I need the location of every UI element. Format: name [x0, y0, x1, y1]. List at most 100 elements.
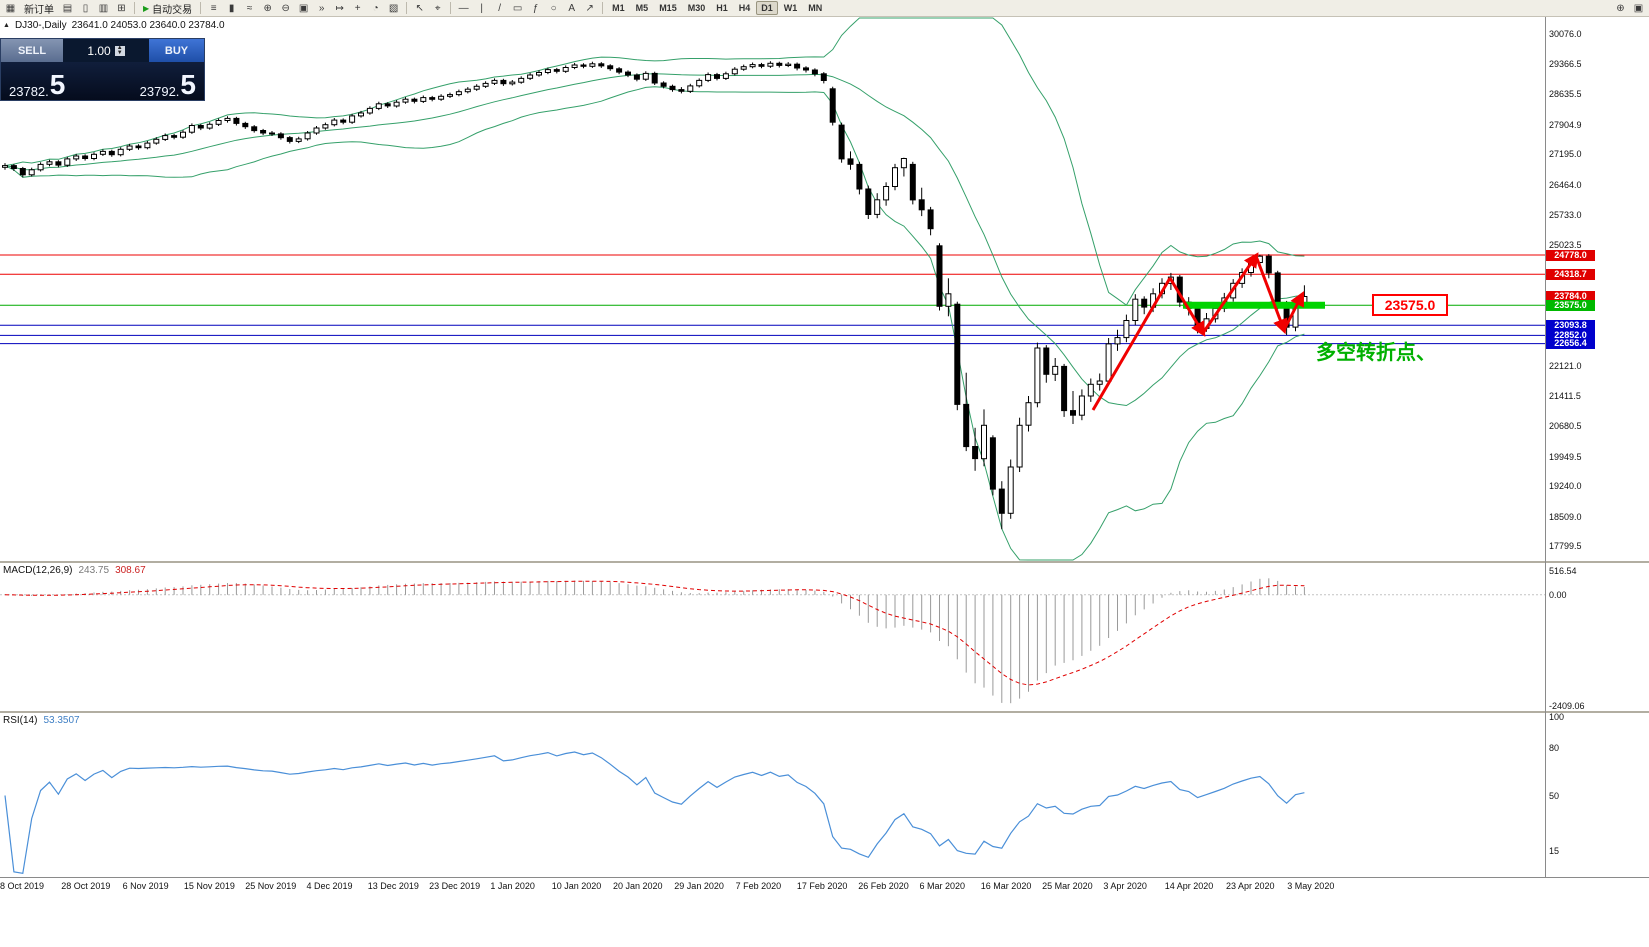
chart-shift-icon[interactable]: ↦ — [331, 1, 348, 16]
strategy-tester-icon[interactable]: ⊞ — [113, 1, 130, 16]
autotrading-label: 自动交易 — [152, 4, 193, 16]
rsi-scale-tick: 15 — [1549, 845, 1560, 856]
timeframe-m30[interactable]: M30 — [683, 1, 711, 15]
zoom-out-icon[interactable]: ⊖ — [277, 1, 294, 16]
text-icon[interactable]: A — [563, 1, 580, 16]
time-tick: 15 Nov 2019 — [183, 881, 235, 891]
time-tick: 3 May 2020 — [1287, 881, 1335, 891]
autotrading-button[interactable]: ▶ 自动交易 — [139, 1, 196, 16]
main-macd-splitter[interactable] — [0, 561, 1649, 563]
turning-point-note[interactable]: 多空转折点、 — [1316, 342, 1436, 364]
add-indicator-icon[interactable]: + — [349, 1, 366, 16]
timeframe-m5[interactable]: M5 — [631, 1, 654, 15]
template-icon[interactable]: ▧ — [385, 1, 402, 16]
one-click-trading-panel: SELL 1.00 ▲ ▼ BUY 23782. 5 23792. 5 — [0, 38, 205, 101]
price-axis[interactable]: 30076.0 29366.5 28635.5 27904.9 27195.0 26464… — [1545, 0, 1649, 947]
candlestick-chart-icon[interactable]: ▮ — [223, 1, 240, 16]
rsi-scale-tick: 50 — [1549, 790, 1560, 801]
equidistant-channel-icon[interactable]: ▭ — [509, 1, 526, 16]
time-tick: 4 Dec 2019 — [306, 881, 353, 891]
price-tag: 23575.0 — [1546, 299, 1595, 311]
price-tick: 30076.0 — [1549, 28, 1582, 39]
time-tick: 13 Dec 2019 — [367, 881, 419, 891]
rsi-indicator-label: RSI(14) 53.3507 — [3, 715, 80, 726]
macd-indicator-label: MACD(12,26,9) 243.75 308.67 — [3, 565, 146, 576]
macd-rsi-splitter[interactable] — [0, 711, 1649, 713]
price-annotation-box[interactable]: 23575.0 — [1372, 294, 1448, 316]
time-tick: 6 Mar 2020 — [919, 881, 966, 891]
time-tick: 8 Oct 2019 — [0, 881, 45, 891]
time-tick: 10 Jan 2020 — [551, 881, 602, 891]
trendline-icon[interactable]: / — [491, 1, 508, 16]
bar-chart-icon[interactable]: ≡ — [205, 1, 222, 16]
new-chart-icon[interactable]: ▦ — [2, 1, 19, 16]
crosshair-icon[interactable]: ⌖ — [429, 1, 446, 16]
price-tick: 20680.5 — [1549, 421, 1582, 432]
time-tick: 20 Jan 2020 — [613, 881, 663, 891]
rsi-scale-tick: 80 — [1549, 743, 1560, 754]
volume-up-icon[interactable]: ▲ — [114, 44, 125, 51]
terminal-icon[interactable]: ▥ — [95, 1, 112, 16]
time-tick: 3 Apr 2020 — [1103, 881, 1147, 891]
time-tick: 14 Apr 2020 — [1164, 881, 1214, 891]
time-tick: 7 Feb 2020 — [735, 881, 782, 891]
window-layout-icon[interactable]: ▣ — [1630, 1, 1647, 16]
macd-signal-value: 308.67 — [115, 565, 146, 576]
fibonacci-icon[interactable]: ƒ — [527, 1, 544, 16]
toolbar-separator — [134, 2, 135, 14]
time-tick: 23 Dec 2019 — [429, 881, 481, 891]
buy-button[interactable]: BUY — [149, 39, 204, 62]
macd-value: 243.75 — [78, 565, 110, 576]
vertical-line-icon[interactable]: | — [473, 1, 490, 16]
cursor-icon[interactable]: ↖ — [411, 1, 428, 16]
time-axis[interactable]: 8 Oct 2019 28 Oct 2019 6 Nov 2019 15 Nov 20… — [0, 879, 1545, 895]
horizontal-line-icon[interactable]: — — [455, 1, 472, 16]
sell-button[interactable]: SELL — [1, 39, 63, 62]
time-tick: 16 Mar 2020 — [980, 881, 1032, 891]
volume-field[interactable]: 1.00 ▲ ▼ — [63, 39, 149, 62]
symbol-label: DJ30-,Daily — [14, 20, 67, 31]
price-tick: 29366.5 — [1549, 58, 1582, 69]
top-toolbar: ▦ 新订单 ▤ ▯ ▥ ⊞ ▶ 自动交易 ≡ ▮ ≈ ⊕ ⊖ ▣» ↦ + ◔ ▧ ↖ ⌖ — | / ▭ ƒ ○ A ↗ M1 M5 M1… — [0, 0, 1649, 17]
price-tick: 19949.5 — [1549, 451, 1582, 462]
arrow-tool-icon[interactable]: ↗ — [581, 1, 598, 16]
tile-windows-icon[interactable]: ▣ — [295, 1, 312, 16]
toolbar-separator — [200, 2, 202, 14]
macd-scale-tick: -2409.06 — [1549, 701, 1585, 711]
time-axis-separator — [0, 877, 1649, 878]
timeframe-d1[interactable]: D1 — [756, 1, 778, 15]
new-order-button[interactable]: 新订单 — [20, 1, 58, 16]
market-watch-icon[interactable]: ▤ — [59, 1, 76, 16]
one-click-collapse-icon[interactable]: ▲ — [3, 22, 10, 29]
time-tick: 23 Apr 2020 — [1226, 881, 1275, 891]
timeframe-mn[interactable]: MN — [803, 1, 827, 15]
auto-scroll-icon[interactable]: » — [313, 1, 330, 16]
price-tick: 25733.0 — [1549, 210, 1582, 221]
timeframe-m15[interactable]: M15 — [654, 1, 682, 15]
macd-scale-tick: 516.54 — [1549, 566, 1577, 576]
rsi-scale-tick: 100 — [1549, 712, 1565, 722]
time-tick: 25 Mar 2020 — [1042, 881, 1093, 891]
period-icon[interactable]: ◔ — [367, 1, 384, 16]
navigator-icon[interactable]: ▯ — [77, 1, 94, 16]
timeframe-w1[interactable]: W1 — [779, 1, 803, 15]
price-tag: 24778.0 — [1546, 249, 1595, 261]
ellipse-icon[interactable]: ○ — [545, 1, 562, 16]
toolbar-separator — [406, 2, 408, 14]
ohlc-values: 23641.0 24053.0 23640.0 23784.0 — [71, 20, 225, 31]
price-tick: 25023.5 — [1549, 239, 1582, 250]
buy-price-big-digit: 5 — [180, 69, 196, 101]
time-tick: 17 Feb 2020 — [796, 881, 848, 891]
line-chart-icon[interactable]: ≈ — [241, 1, 258, 16]
time-tick: 29 Jan 2020 — [674, 881, 724, 891]
time-tick: 1 Jan 2020 — [490, 881, 535, 891]
timeframe-h1[interactable]: H1 — [711, 1, 733, 15]
buy-price: 23792. 5 — [140, 69, 196, 101]
timeframe-h4[interactable]: H4 — [734, 1, 756, 15]
volume-down-icon[interactable]: ▼ — [114, 49, 125, 56]
zoom-in-icon[interactable]: ⊕ — [259, 1, 276, 16]
zoom-tool-icon[interactable]: ⊕ — [1612, 1, 1629, 16]
timeframe-m1[interactable]: M1 — [607, 1, 630, 15]
price-tag: 23784.0 — [1546, 291, 1595, 302]
